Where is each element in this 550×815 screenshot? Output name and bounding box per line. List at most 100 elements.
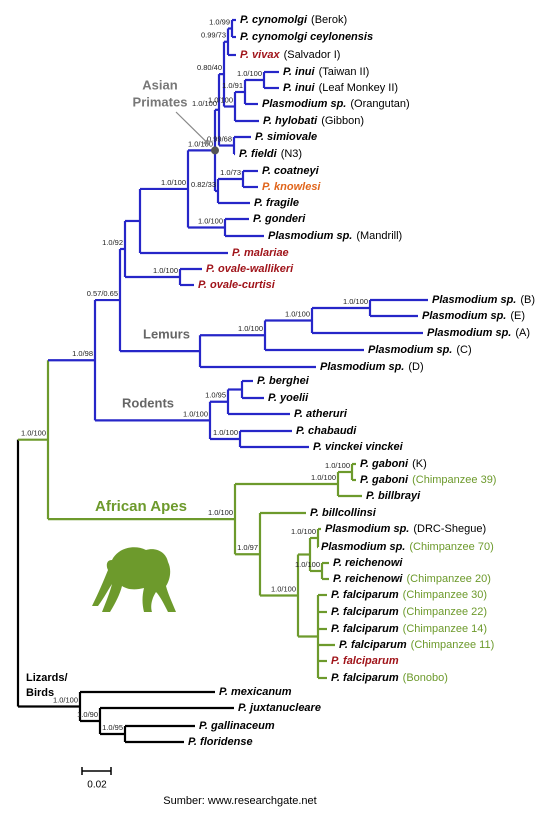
support-value: 1.0/100	[53, 695, 78, 704]
taxon-strain: (Orangutan)	[350, 98, 409, 110]
taxon-label: Plasmodium sp. (Orangutan)	[262, 98, 410, 110]
support-value: 1.0/100	[285, 309, 310, 318]
taxon-label: P. cynomolgi (Berok)	[240, 14, 347, 26]
support-value: 1.0/100	[183, 409, 208, 418]
support-value: 1.0/97	[237, 543, 258, 552]
taxon-strain: (Mandrill)	[356, 230, 402, 242]
taxon-name: P. falciparum	[339, 639, 407, 651]
support-value: 1.0/99	[209, 17, 230, 26]
taxon-label: P. mexicanum	[219, 686, 292, 698]
taxon-name: P. gallinaceum	[199, 720, 275, 732]
taxon-label: P. atheruri	[294, 408, 348, 420]
support-value: 1.0/100	[188, 139, 213, 148]
support-value: 1.0/100	[237, 69, 262, 78]
taxon-label: P. falciparum (Bonobo)	[331, 672, 448, 684]
taxon-strain: (C)	[456, 344, 471, 356]
taxon-name: P. reichenowi	[333, 557, 403, 569]
taxon-strain: (B)	[520, 294, 535, 306]
taxon-label: Plasmodium sp. (A)	[427, 327, 530, 339]
taxon-name: P. mexicanum	[219, 686, 292, 698]
support-value: 1.0/92	[102, 238, 123, 247]
taxon-label: P. floridense	[188, 736, 253, 748]
support-value: 1.0/100	[198, 216, 223, 225]
taxon-label: P. vinckei vinckei	[313, 441, 404, 453]
taxon-name: P. malariae	[232, 247, 289, 259]
pointer-arrowhead	[203, 139, 210, 146]
taxon-name: P. billbrayi	[366, 490, 421, 502]
taxon-name: Plasmodium sp.	[432, 294, 516, 306]
support-value: 1.0/90	[77, 710, 98, 719]
taxon-label: Plasmodium sp. (C)	[368, 344, 472, 356]
taxon-label: P. gaboni (Chimpanzee 39)	[360, 474, 496, 486]
support-value: 0.99/73	[201, 31, 226, 40]
support-value: 1.0/100	[208, 508, 233, 517]
taxon-label: Plasmodium sp. (E)	[422, 310, 525, 322]
taxon-name: P. vinckei vinckei	[313, 441, 404, 453]
support-value: 1.0/100	[311, 473, 336, 482]
support-value: 1.0/73	[220, 168, 241, 177]
taxon-name: P. gonderi	[253, 213, 306, 225]
support-value: 0.99/68	[207, 134, 232, 143]
support-value: 0.82/33	[191, 180, 216, 189]
taxon-name: Plasmodium sp.	[427, 327, 511, 339]
taxon-strain: (E)	[510, 310, 525, 322]
taxon-name: P. ovale-wallikeri	[206, 263, 294, 275]
support-value: 1.0/100	[343, 297, 368, 306]
taxon-name: P. fieldi	[239, 148, 278, 160]
taxon-name: Plasmodium sp.	[368, 344, 452, 356]
taxon-label: Plasmodium sp. (DRC-Shegue)	[325, 523, 486, 535]
taxon-strain: (Chimpanzee 70)	[409, 541, 493, 553]
taxon-name: Plasmodium sp.	[422, 310, 506, 322]
support-value: 1.0/100	[213, 428, 238, 437]
taxon-name: P. falciparum	[331, 623, 399, 635]
taxon-label: P. gallinaceum	[199, 720, 275, 732]
clade-label: Asian	[142, 77, 177, 92]
taxon-name: P. hylobati	[263, 115, 318, 127]
taxon-name: Plasmodium sp.	[325, 523, 409, 535]
support-value: 0.80/40	[197, 63, 222, 72]
clade-label: African Apes	[95, 498, 187, 515]
taxon-label: Plasmodium sp. (Chimpanzee 70)	[321, 541, 494, 553]
taxon-label: P. falciparum (Chimpanzee 22)	[331, 606, 487, 618]
support-value: 1.0/100	[271, 584, 296, 593]
taxon-name: P. atheruri	[294, 408, 348, 420]
pointer-arrow	[175, 111, 210, 145]
taxon-name: P. cynomolgi ceylonensis	[240, 31, 373, 43]
taxon-strain: (Chimpanzee 11)	[411, 639, 495, 651]
taxon-strain: (Chimpanzee 14)	[403, 623, 487, 635]
taxon-name: Plasmodium sp.	[320, 361, 404, 373]
taxon-name: P. reichenowi	[333, 573, 403, 585]
support-value: 0.57/0.65	[87, 289, 118, 298]
taxon-label: P. gonderi	[253, 213, 306, 225]
taxon-strain: (Salvador I)	[284, 49, 341, 61]
support-value: 1.0/100	[325, 461, 350, 470]
taxon-label: P. vivax (Salvador I)	[240, 49, 340, 61]
support-value: 1.0/100	[295, 560, 320, 569]
taxon-name: Plasmodium sp.	[321, 541, 405, 553]
support-value: 1.0/100	[153, 266, 178, 275]
clade-label: Lemurs	[143, 326, 190, 341]
taxon-strain: (Chimpanzee 30)	[403, 589, 487, 601]
taxon-strain: (Gibbon)	[321, 115, 364, 127]
taxon-label: P. cynomolgi ceylonensis	[240, 31, 373, 43]
taxon-strain: (N3)	[281, 148, 302, 160]
taxon-strain: (Taiwan II)	[319, 66, 370, 78]
taxon-label: P. billbrayi	[366, 490, 421, 502]
taxon-label: P. reichenowi	[333, 557, 403, 569]
taxon-name: P. falciparum	[331, 606, 399, 618]
support-value: 1.0/91	[222, 81, 243, 90]
taxon-name: P. berghei	[257, 375, 310, 387]
taxon-label: P. yoelii	[268, 392, 309, 404]
taxon-label: P. inui (Leaf Monkey II)	[283, 82, 398, 94]
taxon-label: P. berghei	[257, 375, 310, 387]
support-value: 1.0/100	[161, 178, 186, 187]
taxon-label: P. juxtanucleare	[238, 702, 321, 714]
support-value: 1.0/100	[21, 429, 46, 438]
taxon-name: P. juxtanucleare	[238, 702, 321, 714]
clade-label: Lizards/	[26, 672, 68, 684]
taxon-strain: (D)	[408, 361, 423, 373]
support-value: 1.0/100	[238, 324, 263, 333]
support-value: 1.0/100	[291, 527, 316, 536]
support-value: 1.0/98	[72, 349, 93, 358]
